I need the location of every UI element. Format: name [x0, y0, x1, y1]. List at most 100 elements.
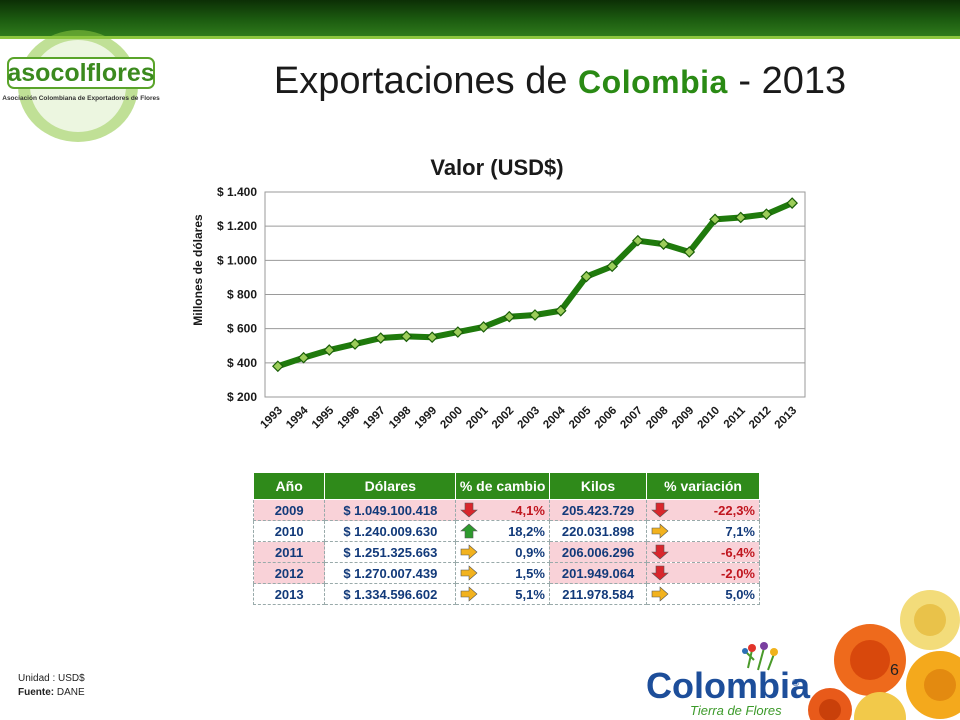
- line-chart: Valor (USD$) Millones de dólares $ 200 $ …: [191, 155, 806, 432]
- cell-usd: $ 1.240.009.630: [324, 520, 457, 542]
- cell-year: 2013: [252, 583, 326, 605]
- cell-year: 2012: [252, 562, 326, 584]
- cell-year: 2010: [252, 520, 326, 542]
- data-point: [426, 331, 438, 344]
- source-label: Fuente:: [18, 687, 55, 698]
- data-point: [297, 351, 310, 364]
- cell-variation-value: -2,0%: [721, 565, 755, 581]
- header-year: Año: [252, 472, 326, 500]
- source-note: Unidad : USD$ Fuente: DANE: [18, 672, 85, 700]
- brand-registered: ®: [792, 678, 800, 689]
- cell-usd: $ 1.334.596.602: [324, 583, 457, 605]
- data-point: [477, 321, 490, 333]
- y-tick-label: $ 1.200: [217, 219, 257, 233]
- x-tick-label: 2009: [670, 405, 697, 432]
- header-usd: Dólares: [324, 472, 457, 500]
- x-tick-label: 2008: [644, 404, 671, 431]
- data-point: [503, 310, 516, 323]
- cell-variation-value: -6,4%: [721, 544, 755, 560]
- x-tick-label: 1995: [310, 404, 337, 431]
- title-suffix: - 2013: [727, 60, 847, 102]
- arrow-down-icon: [651, 565, 669, 581]
- title-accent: Colombia: [578, 64, 728, 100]
- top-banner-accent-line: [0, 36, 960, 39]
- y-tick-label: $ 200: [227, 390, 257, 404]
- y-axis-label: Millones de dólares: [191, 214, 205, 326]
- cell-change-value: 1,5%: [515, 565, 545, 581]
- logo-name: asocolflores: [7, 59, 154, 87]
- x-tick-label: 2010: [696, 405, 723, 432]
- cell-change: 1,5%: [455, 562, 550, 584]
- data-point: [452, 326, 464, 338]
- cell-variation: -22,3%: [646, 499, 760, 521]
- table-row: 2010 $ 1.240.009.630 18,2% 220.031.898 7,1%: [252, 520, 760, 542]
- header-change: % de cambio: [455, 472, 550, 500]
- x-tick-label: 2011: [722, 404, 749, 431]
- cell-variation: -6,4%: [646, 541, 760, 563]
- brand-name: Colombia: [646, 665, 811, 706]
- cell-variation: 5,0%: [646, 583, 760, 605]
- y-tick-label: $ 400: [227, 356, 257, 370]
- y-tick-label: $ 1.400: [217, 185, 257, 199]
- y-tick-label: $ 1.000: [217, 253, 257, 267]
- cell-variation: 7,1%: [646, 520, 760, 542]
- x-tick-label: 2002: [490, 405, 517, 432]
- chart-title: Valor (USD$): [430, 155, 563, 180]
- x-tick-label: 2005: [567, 404, 594, 431]
- cell-change-value: 0,9%: [515, 544, 545, 560]
- data-point: [554, 304, 567, 317]
- page-number: 6: [890, 662, 899, 679]
- source-value: DANE: [56, 687, 85, 698]
- x-tick-label: 1998: [387, 404, 414, 431]
- data-point: [632, 234, 644, 247]
- cell-change: 0,9%: [455, 541, 550, 563]
- asocolflores-logo: asocolflores Asociación Colombiana de Ex…: [2, 30, 160, 142]
- cell-variation-value: 5,0%: [725, 586, 755, 602]
- cell-kilos: 201.949.064: [548, 562, 648, 584]
- data-point: [349, 338, 361, 350]
- arrow-up-icon: [460, 523, 479, 539]
- cell-variation-value: 7,1%: [725, 523, 755, 539]
- table-row: 2012 $ 1.270.007.439 1,5% 201.949.064 -2,0%: [252, 562, 760, 584]
- cell-variation: -2,0%: [646, 562, 760, 584]
- data-point: [529, 309, 541, 321]
- y-tick-label: $ 800: [227, 288, 257, 302]
- x-tick-label: 1996: [336, 405, 363, 432]
- table-row: 2009 $ 1.049.100.418 -4,1% 205.423.729 -22,3…: [252, 499, 760, 521]
- header-variation: % variación: [646, 472, 760, 500]
- cell-change-value: 5,1%: [515, 586, 545, 602]
- unit-label: Unidad: [18, 673, 50, 684]
- arrow-down-icon: [460, 502, 479, 518]
- data-point: [606, 260, 618, 273]
- data-point: [760, 208, 773, 221]
- arrow-right-icon: [651, 523, 669, 539]
- cell-change: -4,1%: [455, 499, 550, 521]
- cell-kilos: 206.006.296: [548, 541, 648, 563]
- arrow-down-icon: [651, 502, 669, 518]
- arrow-right-icon: [461, 544, 478, 560]
- cell-kilos: 205.423.729: [548, 499, 648, 521]
- x-tick-label: 1997: [361, 405, 388, 432]
- colombia-tierra-de-flores-logo: Colombia ® Tierra de Flores: [646, 642, 811, 718]
- x-tick-label: 2004: [541, 404, 568, 431]
- data-point: [374, 332, 387, 344]
- data-point: [709, 213, 721, 226]
- data-point: [400, 330, 413, 343]
- cell-kilos: 211.978.584: [548, 583, 648, 605]
- data-point: [272, 360, 284, 373]
- table-row: 2011 $ 1.251.325.663 0,9% 206.006.296 -6,4%: [252, 541, 760, 563]
- cell-usd: $ 1.270.007.439: [324, 562, 457, 584]
- arrow-down-icon: [651, 544, 669, 560]
- cell-change-value: -4,1%: [510, 502, 545, 518]
- x-tick-label: 1994: [284, 404, 311, 431]
- data-point: [734, 211, 747, 224]
- logo-tagline: Asociación Colombiana de Exportadores de…: [2, 95, 160, 102]
- cell-change-value: 18,2%: [508, 523, 545, 539]
- data-point: [580, 270, 593, 283]
- x-tick-label: 2003: [516, 405, 543, 432]
- x-tick-label: 2001: [464, 404, 491, 431]
- brand-subtitle: Tierra de Flores: [690, 703, 782, 718]
- arrow-right-icon: [651, 586, 669, 602]
- arrow-right-icon: [461, 565, 478, 581]
- unit-value: : USD$: [52, 673, 85, 684]
